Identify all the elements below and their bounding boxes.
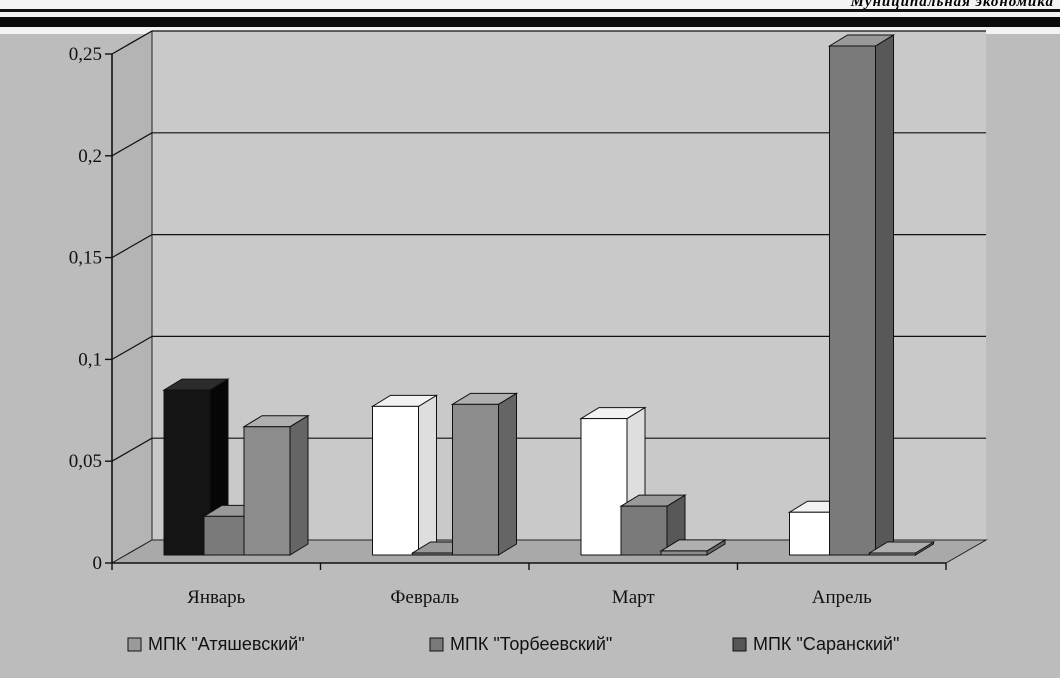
bar-1-0-front [372,405,419,556]
running-header: Муниципальная экономика [850,0,1054,10]
bar-1-0-side [418,394,437,556]
bar-2-1-front [620,505,668,556]
legend-swatch [732,637,747,652]
y-tick-labels: 0 0,05 0,1 0,15 0,2 0,25 [69,44,102,574]
x-category-label: Март [612,587,656,608]
back-wall [152,31,986,540]
gridline-side [111,437,153,462]
bar-3-0-front [789,511,836,556]
header-thick-rule [0,17,1060,27]
bar-3-1-side [875,34,894,556]
x-category-labels: Январь Февраль Март Апрель [187,587,872,608]
bar-1-2-front [452,403,499,556]
page-header-rules: Муниципальная экономика [0,0,1060,34]
y-tick-label: 0 [93,553,103,574]
axes [105,53,947,570]
gridline-side [111,30,153,55]
bar-3-2-front [869,552,916,556]
header-thin-rule [0,9,1060,12]
bar-1-1-front [412,552,459,556]
plot-back [110,30,988,564]
y-tick-label: 0,1 [78,349,102,370]
legend-swatch [429,637,444,652]
x-category-label: Апрель [812,587,872,608]
bar-0-0-front [163,389,211,556]
bar-2-2-front [660,550,708,556]
legend-swatch [127,637,142,652]
y-tick-label: 0,2 [78,146,102,167]
side-wall [111,30,153,564]
legend: МПК "Атяшевский" МПК "Торбеевский" МПК "Са… [127,634,899,654]
legend-label: МПК "Атяшевский" [148,634,305,654]
gridline-side [111,335,153,360]
bar-0-2-front [243,426,291,556]
bar-3-1-front [829,45,876,556]
x-category-label: Февраль [390,587,459,608]
y-tick-label: 0,15 [69,248,102,269]
bar-0-2-side [289,414,309,556]
legend-label: МПК "Торбеевский" [450,634,612,654]
bar-0-1-front [203,515,251,556]
y-tick-label: 0,05 [69,451,102,472]
gridline-side [111,234,153,259]
legend-label: МПК "Саранский" [753,634,899,654]
gridline-side [111,132,153,157]
y-tick-label: 0,25 [69,44,102,65]
bars [162,34,936,556]
bar-2-0-front [580,418,628,556]
bar-1-2-side [498,392,517,556]
x-category-label: Январь [187,587,245,608]
